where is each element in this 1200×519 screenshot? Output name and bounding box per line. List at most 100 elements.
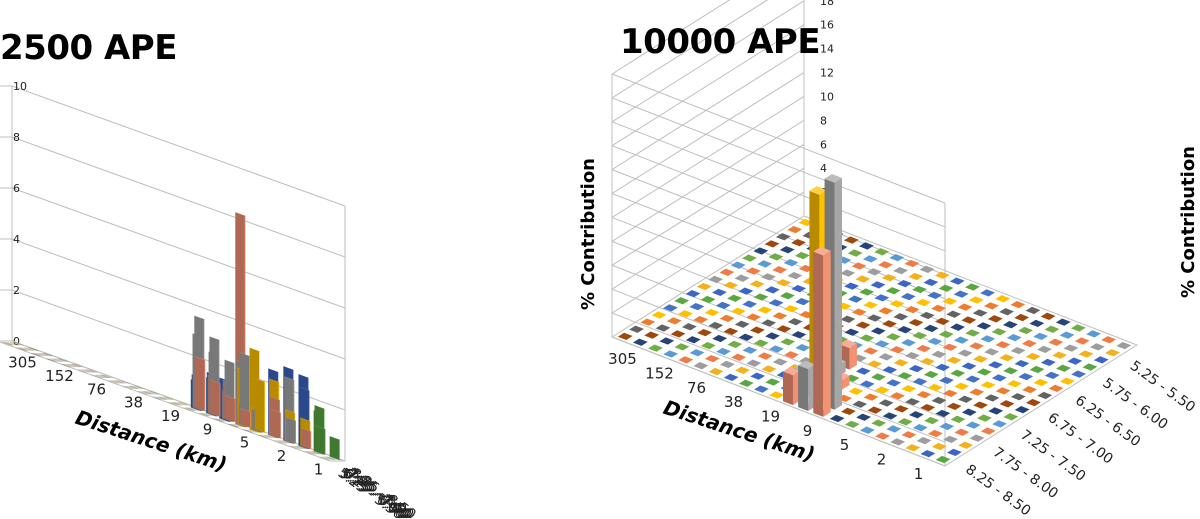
bar-top [282,366,294,370]
floor-marker [1116,341,1132,350]
floor-marker [931,442,947,451]
floor-marker [931,304,946,312]
floor-marker [958,395,973,403]
floor-marker [715,301,731,310]
floor-marker [129,385,139,389]
floor-marker [57,358,67,362]
floor-marker [965,283,980,291]
floor-marker [935,363,951,372]
floor-marker [184,407,194,411]
floor-marker [172,402,182,406]
floor-marker [912,424,928,432]
floor-marker [117,380,127,384]
floor-marker [678,310,693,318]
floor-marker [123,385,133,389]
floor-marker [1025,352,1041,361]
floor-marker [863,347,879,355]
floor-marker [731,353,747,361]
floor-marker [136,391,146,395]
z-tick-label: 10 [13,80,27,93]
floor-marker [1082,363,1098,371]
floor-marker [648,344,663,352]
floor-marker [146,391,156,395]
floor-marker [249,429,259,433]
floor-marker [119,380,129,384]
floor-marker [128,385,138,389]
bar-top [298,386,310,391]
bar-side [210,379,221,417]
floor-marker [235,424,245,428]
floor-marker [855,367,871,375]
floor-marker [1010,300,1026,309]
floor-marker [268,434,278,438]
floor-marker [44,353,54,357]
gridline [11,289,346,411]
floor-marker [11,342,21,346]
floor-marker [768,345,784,353]
floor-marker [867,360,883,368]
floor-marker [738,333,754,341]
floor-marker [659,337,675,345]
floor-marker [897,280,912,288]
floor-marker [738,287,754,295]
floor-marker [201,413,211,417]
floor-marker [108,380,118,384]
distance-tick-label: 5 [840,436,850,454]
gridline [611,73,946,204]
floor-marker [889,346,905,354]
floor-marker [859,380,875,388]
floor-marker [629,325,644,333]
floor-marker [768,253,784,261]
floor-marker [22,347,32,351]
y-axis-label: % Contribution [1178,146,1199,298]
floor-marker [67,364,77,368]
floor-marker [965,375,981,383]
floor-marker [920,357,935,366]
floor-marker [916,344,932,353]
floor-marker [319,456,329,460]
floor-marker [632,338,648,346]
floor-marker [275,440,285,444]
floor-marker [942,389,958,397]
floor-marker [954,428,970,436]
floor-marker [53,358,63,362]
bar [240,408,251,428]
floor-marker [104,374,114,378]
floor-marker [1033,378,1049,387]
bar-front [249,412,251,428]
floor-marker [742,300,758,308]
floor-marker [56,358,66,362]
floor-marker [273,440,283,444]
floor-marker [992,420,1007,428]
bar-top [248,347,260,352]
floor-marker [280,440,290,444]
floor-marker [160,396,170,400]
floor-marker [923,370,939,379]
floor-marker [708,367,724,376]
bar-top [824,174,843,183]
floor-marker [1078,350,1094,358]
floor-marker [1010,347,1026,355]
floor-marker [82,369,92,373]
floor-marker [693,362,709,370]
bar-top [208,336,220,340]
floor-marker [190,407,200,411]
floor-marker [19,347,29,351]
floor-marker [149,391,159,395]
floor-marker [791,285,807,293]
floor-marker [859,288,875,296]
floor-marker [745,267,761,275]
floor-marker [234,424,244,428]
floor-marker [768,299,784,307]
floor-marker [1037,345,1052,354]
floor-marker [761,319,777,327]
floor-marker [901,339,916,347]
floor-marker [863,393,879,401]
floor-marker [91,374,101,378]
floor-marker [980,381,996,389]
chart-title: 2500 APE [0,28,177,68]
z-tick-label: 6 [820,138,827,151]
floor-marker [312,451,322,455]
floor-marker [875,432,890,440]
bar-top [268,378,280,383]
